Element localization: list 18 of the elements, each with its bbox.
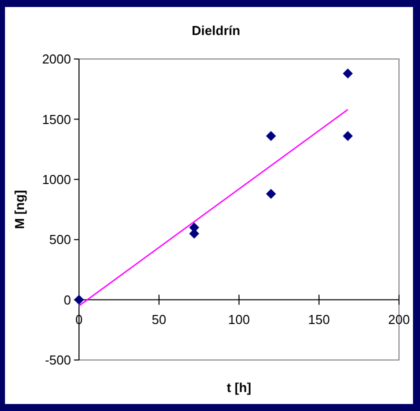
x-tick-label: 100 [228, 312, 250, 327]
y-tick-label: 2000 [42, 52, 71, 67]
y-tick-label: 1000 [42, 172, 71, 187]
chart-title: Dieldrín [192, 23, 240, 38]
y-axis-title: M [ng] [12, 190, 27, 229]
point [74, 294, 84, 305]
y-tick-label: 500 [49, 232, 71, 248]
x-axis-title: t [h] [226, 380, 252, 395]
point [266, 131, 276, 142]
point [342, 68, 353, 78]
point [266, 188, 276, 199]
x-tick-label: 200 [388, 312, 410, 327]
x-tick-label: 50 [152, 312, 166, 327]
y-tick-label: 0 [64, 292, 71, 308]
y-tick-label: 1500 [42, 112, 71, 127]
point [342, 131, 353, 142]
x-tick-label: 150 [308, 312, 330, 327]
y-tick-label: -500 [44, 352, 71, 368]
